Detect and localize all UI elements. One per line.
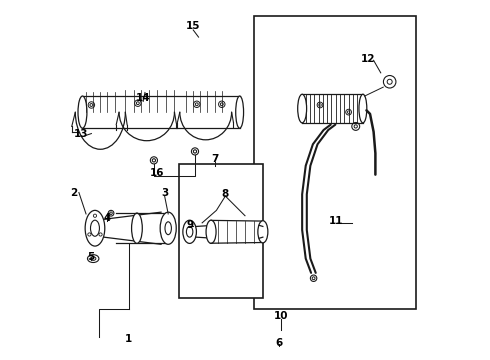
Text: 4: 4	[104, 212, 111, 222]
Text: 13: 13	[74, 129, 88, 139]
Text: 7: 7	[211, 154, 219, 163]
Text: 3: 3	[161, 188, 168, 198]
Ellipse shape	[160, 212, 176, 244]
Text: 9: 9	[186, 220, 193, 230]
Ellipse shape	[298, 94, 307, 123]
Text: 6: 6	[275, 338, 283, 347]
Ellipse shape	[85, 210, 105, 246]
Ellipse shape	[206, 220, 216, 243]
Bar	[254, 16, 416, 309]
Text: 14: 14	[136, 93, 150, 103]
Ellipse shape	[236, 96, 244, 128]
Text: 12: 12	[361, 54, 375, 64]
Ellipse shape	[183, 220, 196, 243]
Ellipse shape	[88, 255, 99, 262]
Text: 8: 8	[222, 189, 229, 199]
Text: 16: 16	[150, 168, 165, 178]
Text: 2: 2	[71, 188, 78, 198]
Bar	[179, 164, 263, 298]
Text: 5: 5	[87, 252, 94, 262]
Text: 15: 15	[186, 21, 200, 31]
Text: 11: 11	[329, 216, 343, 226]
Text: 10: 10	[273, 311, 288, 321]
Text: 1: 1	[125, 334, 132, 344]
Ellipse shape	[258, 221, 268, 243]
Ellipse shape	[359, 94, 367, 123]
Ellipse shape	[132, 213, 142, 243]
Ellipse shape	[78, 96, 87, 128]
